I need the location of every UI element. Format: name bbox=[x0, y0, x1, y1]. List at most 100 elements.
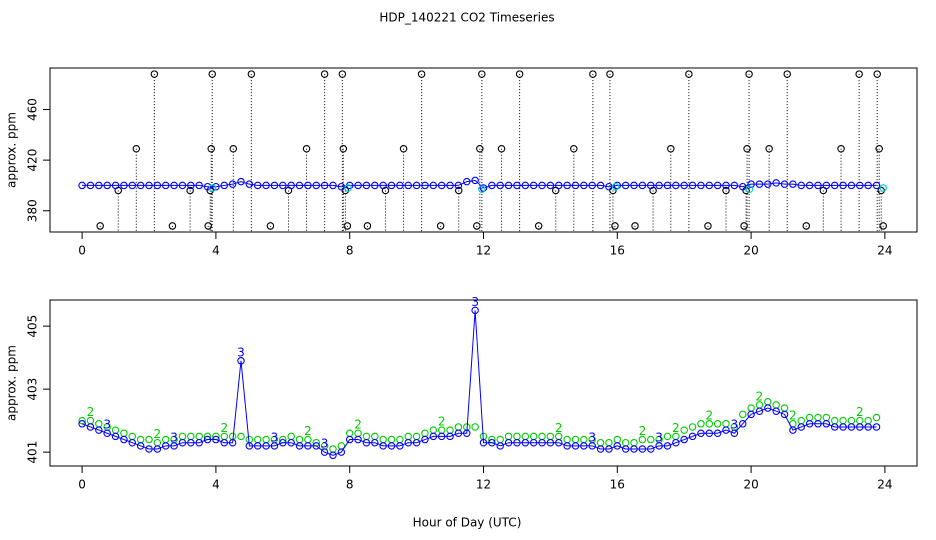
data-point bbox=[128, 432, 137, 441]
data-point bbox=[780, 410, 789, 419]
data-point bbox=[546, 432, 555, 441]
data-point bbox=[745, 70, 753, 78]
data-point bbox=[304, 181, 312, 190]
data-point bbox=[312, 442, 321, 450]
data-point bbox=[208, 184, 217, 192]
data-point bbox=[570, 144, 578, 153]
data-point bbox=[789, 426, 797, 434]
data-point bbox=[521, 438, 530, 447]
data-point bbox=[454, 186, 463, 195]
data-point bbox=[822, 413, 831, 422]
data-point bbox=[780, 180, 789, 188]
data-point bbox=[404, 181, 412, 190]
data-point bbox=[237, 432, 245, 441]
data-point bbox=[136, 442, 145, 450]
data-point bbox=[638, 445, 647, 453]
data-point bbox=[454, 181, 463, 190]
data-point bbox=[237, 177, 245, 186]
data-point bbox=[329, 445, 337, 453]
data-point bbox=[805, 420, 814, 428]
data-point bbox=[680, 435, 688, 444]
data-point bbox=[563, 435, 571, 444]
x-tick-label: 20 bbox=[743, 244, 758, 258]
data-point bbox=[404, 432, 412, 441]
point-symbol: 2 bbox=[555, 421, 563, 435]
data-point bbox=[417, 70, 426, 78]
data-point bbox=[672, 438, 680, 447]
data-point bbox=[747, 404, 755, 412]
data-point bbox=[667, 144, 675, 153]
data-point bbox=[740, 222, 748, 230]
data-point bbox=[437, 181, 446, 190]
data-point bbox=[646, 435, 655, 444]
x-tick-label: 4 bbox=[212, 244, 220, 258]
data-point bbox=[204, 222, 212, 230]
data-point bbox=[421, 435, 429, 444]
point-symbol: 3 bbox=[103, 418, 111, 432]
data-point bbox=[839, 416, 847, 425]
point-symbol: 3 bbox=[471, 295, 479, 309]
data-point bbox=[563, 442, 571, 450]
data-point bbox=[178, 438, 187, 447]
x-tick-label: 4 bbox=[212, 478, 220, 492]
data-point bbox=[730, 429, 739, 437]
data-point bbox=[320, 448, 329, 456]
point-symbol: 3 bbox=[655, 430, 663, 444]
data-point bbox=[879, 222, 887, 230]
data-point bbox=[596, 445, 605, 453]
data-point bbox=[247, 70, 256, 78]
data-point bbox=[755, 407, 764, 415]
data-point bbox=[663, 432, 672, 441]
data-point bbox=[178, 432, 187, 441]
point-symbol: 3 bbox=[170, 430, 178, 444]
data-point bbox=[253, 181, 262, 190]
data-point bbox=[605, 438, 613, 447]
data-point bbox=[802, 222, 811, 230]
data-point bbox=[596, 181, 605, 190]
data-point bbox=[302, 144, 311, 153]
data-point bbox=[111, 432, 120, 441]
data-point bbox=[287, 432, 295, 441]
data-point bbox=[270, 442, 279, 450]
x-tick-label: 8 bbox=[346, 478, 354, 492]
data-point bbox=[847, 416, 856, 425]
data-point bbox=[504, 438, 513, 447]
data-point bbox=[764, 397, 772, 406]
data-point bbox=[161, 442, 170, 450]
data-point bbox=[404, 438, 412, 447]
data-point bbox=[745, 185, 754, 193]
data-point bbox=[630, 438, 638, 447]
data-point bbox=[797, 416, 806, 425]
data-point bbox=[228, 180, 237, 188]
data-point bbox=[229, 144, 238, 153]
point-symbol: 2 bbox=[354, 418, 362, 432]
data-point bbox=[546, 181, 555, 190]
data-point bbox=[580, 442, 588, 450]
data-point bbox=[363, 222, 372, 230]
data-point bbox=[589, 70, 597, 78]
data-point bbox=[513, 181, 521, 190]
data-point bbox=[379, 435, 387, 444]
data-point bbox=[488, 181, 496, 190]
x-tick-label: 0 bbox=[78, 478, 86, 492]
data-point bbox=[613, 181, 622, 190]
point-symbol: 2 bbox=[672, 421, 680, 435]
data-point bbox=[764, 404, 772, 412]
data-point bbox=[203, 435, 212, 444]
data-point bbox=[412, 438, 421, 447]
data-point bbox=[697, 181, 705, 190]
data-point bbox=[772, 407, 780, 415]
data-point bbox=[646, 445, 655, 453]
data-point bbox=[538, 432, 546, 441]
data-point bbox=[780, 404, 789, 412]
data-point bbox=[436, 222, 445, 230]
data-point bbox=[606, 70, 614, 78]
data-point bbox=[396, 181, 404, 190]
data-point bbox=[128, 438, 137, 447]
data-point bbox=[631, 222, 639, 230]
data-point bbox=[187, 181, 195, 190]
data-point bbox=[663, 181, 672, 190]
x-tick-label: 24 bbox=[877, 244, 892, 258]
data-point bbox=[262, 435, 270, 444]
